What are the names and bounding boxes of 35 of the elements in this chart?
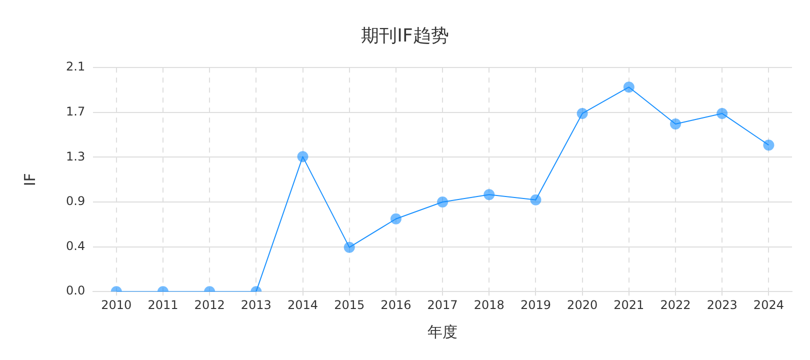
x-tick-label: 2022	[660, 298, 691, 312]
point	[576, 108, 588, 119]
point	[390, 213, 402, 224]
point	[297, 151, 308, 162]
x-tick-label: 2012	[194, 298, 225, 312]
y-tick-label: 0.9	[66, 194, 86, 208]
x-tick-label: 2013	[240, 298, 272, 312]
x-tick-label: 2011	[148, 298, 178, 312]
x-tick-label: 2019	[520, 298, 552, 312]
y-tick-label: 0.0	[66, 284, 86, 298]
x-tick-label: 2020	[567, 298, 598, 312]
point	[437, 196, 448, 208]
x-tick-label: 2024	[753, 298, 784, 312]
y-axis-title: IF	[20, 173, 39, 186]
x-tick-label: 2014	[287, 298, 318, 312]
chart-title: 期刊IF趋势	[361, 25, 449, 46]
y-tick-label: 2.1	[66, 60, 86, 74]
point	[623, 82, 634, 93]
x-axis-title: 年度	[428, 322, 458, 341]
y-tick-label: 1.3	[66, 149, 86, 164]
x-tick-label: 2015	[334, 298, 365, 312]
x-tick-label: 2010	[101, 298, 132, 312]
point	[530, 194, 542, 206]
x-tick-label: 2023	[706, 298, 738, 312]
point	[763, 140, 774, 151]
y-tick-label: 1.7	[66, 104, 86, 119]
y-tick-label: 0.4	[66, 238, 86, 253]
point	[484, 189, 495, 200]
point	[716, 108, 728, 119]
x-tick-label: 2021	[614, 298, 644, 312]
x-tick-label: 2018	[474, 298, 504, 312]
x-tick-label: 2016	[380, 298, 412, 312]
x-tick-label: 2017	[427, 298, 458, 312]
point	[670, 118, 682, 130]
point	[344, 242, 355, 253]
